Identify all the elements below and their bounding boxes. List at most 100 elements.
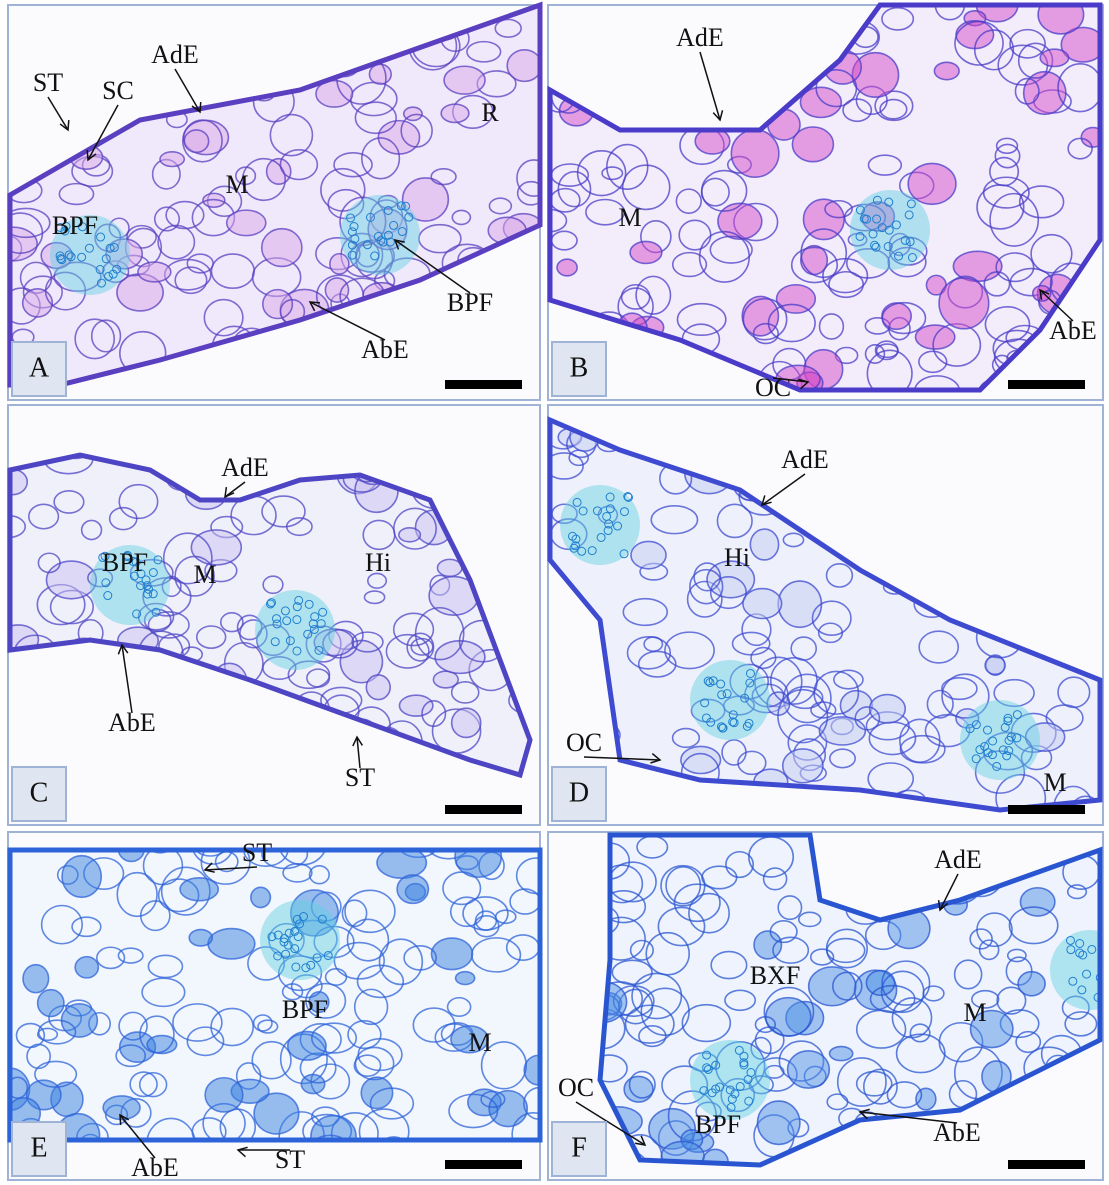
cell	[147, 1036, 177, 1054]
cell	[507, 50, 542, 82]
figure: ST SC AdE R M BPF BPF AbE A AdEMAbEOCB AdE BPF M Hi Ab…	[0, 0, 1109, 1185]
tissue	[0, 818, 556, 1185]
cell	[754, 931, 781, 959]
cell	[160, 152, 184, 167]
cell	[366, 675, 390, 700]
cell	[208, 929, 255, 959]
cell	[330, 254, 349, 274]
cell	[227, 210, 266, 235]
cell	[801, 246, 828, 275]
cell	[288, 1032, 326, 1061]
vascular-bundle	[850, 190, 930, 270]
cell	[62, 856, 101, 898]
annotation-label: M	[1043, 768, 1066, 797]
cell	[985, 656, 1005, 674]
annotation-label: SC	[102, 76, 134, 105]
cell	[452, 708, 481, 737]
cell	[205, 1078, 243, 1112]
annotation-label: Hi	[365, 548, 391, 577]
panel-letter: C	[30, 777, 49, 808]
scale-bar	[1008, 805, 1085, 814]
cell	[444, 66, 485, 94]
cell	[557, 259, 577, 276]
cell	[718, 203, 762, 239]
cell	[180, 878, 218, 901]
annotation-label: BXF	[750, 961, 801, 990]
annotation-label: ST	[242, 838, 272, 867]
cell	[251, 887, 271, 907]
annotation-label: AbE	[108, 708, 156, 737]
annotation-label: BPF	[52, 211, 98, 240]
annotation-label: OC	[558, 1073, 594, 1102]
annotation-label: BPF	[282, 995, 328, 1024]
cell	[0, 469, 27, 494]
cell	[23, 965, 49, 993]
vascular-cell	[1105, 979, 1109, 987]
panel-letter: F	[571, 1132, 587, 1163]
annotation-label: AbE	[361, 335, 409, 364]
cell	[1040, 49, 1068, 66]
vascular-bundle	[340, 195, 420, 275]
cell	[934, 62, 959, 79]
cell	[369, 64, 391, 84]
cell	[758, 1101, 800, 1144]
cell	[399, 695, 432, 716]
panel-letter: D	[569, 777, 589, 808]
panel: STBPFMAbESTE	[0, 818, 556, 1185]
annotation-label: AbE	[933, 1118, 981, 1147]
cell	[1018, 972, 1045, 996]
annotation-label: OC	[566, 728, 602, 757]
page: {"panels": [ {"letter": "A", "labels": […	[0, 0, 1109, 1185]
annotation-label: R	[481, 98, 499, 127]
cell	[830, 1047, 853, 1061]
cell	[184, 130, 208, 152]
cell	[397, 875, 428, 903]
cell	[441, 104, 469, 122]
cell	[378, 121, 419, 154]
annotation-label: AdE	[151, 40, 199, 69]
cell	[750, 529, 778, 560]
panel-letter: A	[29, 352, 50, 383]
scale-bar	[445, 380, 522, 389]
annotation-label: AdE	[781, 445, 829, 474]
scale-bar	[1008, 380, 1085, 389]
panel: STSCAdERMBPFBPFAbEA	[0, 0, 551, 421]
annotation-label: BPF	[102, 548, 148, 577]
scale-bar	[1008, 1160, 1085, 1169]
cell	[267, 159, 291, 184]
cell	[489, 1091, 527, 1127]
cell	[262, 229, 302, 267]
annotation-label: M	[193, 560, 216, 589]
cell	[431, 938, 472, 969]
annotation-label: M	[618, 203, 641, 232]
annotation-label: M	[468, 1028, 491, 1057]
cell	[908, 163, 956, 204]
cell	[61, 1004, 97, 1037]
panel: AdEMAbEOCB	[529, 0, 1109, 413]
vascular-bundle	[690, 1040, 770, 1120]
annotation-label: ST	[275, 1145, 305, 1174]
cell	[939, 278, 989, 329]
annotation-label: ST	[345, 763, 375, 792]
annotation-label: OC	[755, 373, 791, 402]
cell	[731, 130, 779, 177]
annotation-label: AdE	[934, 845, 982, 874]
cell	[38, 990, 64, 1017]
cell	[23, 289, 53, 317]
cell	[0, 227, 37, 261]
panel: AdEBPFMHiAbESTC	[0, 384, 557, 840]
cell	[399, 528, 421, 542]
scale-bar	[445, 805, 522, 814]
annotation-label: ST	[33, 68, 63, 97]
cell	[778, 581, 821, 627]
cell	[75, 957, 98, 978]
cell	[138, 262, 171, 282]
cell	[263, 290, 293, 319]
cell	[882, 303, 911, 329]
cell	[742, 296, 778, 335]
cell	[788, 1051, 830, 1088]
cell	[630, 241, 662, 263]
cell	[189, 930, 212, 946]
annotation-label: M	[963, 998, 986, 1027]
cell	[631, 541, 666, 568]
